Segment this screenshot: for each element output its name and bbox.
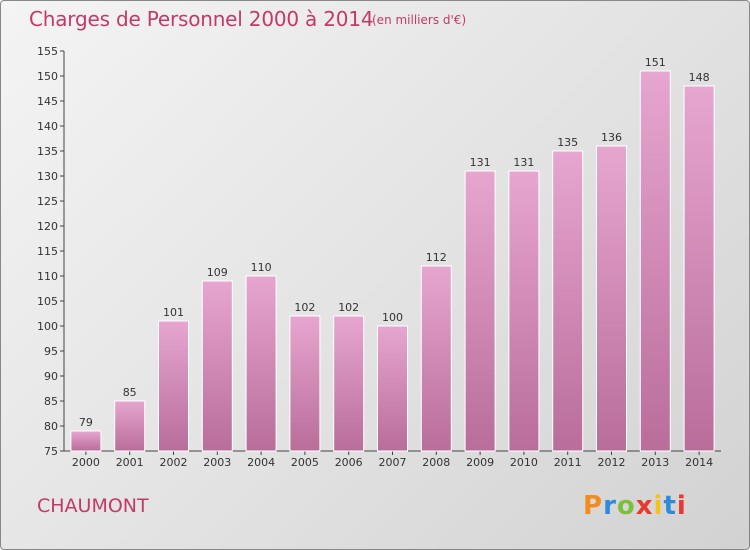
logo-letter: r [603,491,617,521]
bar [464,170,496,452]
x-tick-label: 2001 [116,456,144,469]
bar [333,315,365,452]
y-tick-label: 80 [44,420,58,433]
chart-subtitle: (en milliers d'€) [372,13,467,27]
x-tick-label: 2012 [598,456,626,469]
y-tick-label: 145 [37,95,58,108]
bar [245,275,277,452]
data-label: 112 [426,251,447,264]
bar [158,320,189,452]
data-label: 110 [251,261,272,274]
commune-name: CHAUMONT [37,495,149,517]
y-tick-label: 155 [37,45,58,58]
bar [201,280,233,452]
bar [114,400,146,452]
y-tick-label: 85 [44,395,58,408]
bar [70,430,102,452]
bar [683,85,715,452]
data-label: 131 [470,156,491,169]
x-tick-label: 2011 [554,456,582,469]
bar [508,170,540,452]
x-tick-label: 2010 [510,456,538,469]
data-label: 151 [645,56,666,69]
y-tick-label: 100 [37,320,58,333]
x-tick-label: 2003 [203,456,231,469]
data-label: 136 [601,131,622,144]
logo-letter: i [653,491,664,521]
data-label: 102 [338,301,359,314]
bar [552,150,584,452]
x-tick-label: 2002 [160,456,188,469]
y-tick-label: 125 [37,195,58,208]
logo-letter: x [635,491,654,521]
y-tick-label: 140 [37,120,58,133]
x-tick-label: 2004 [247,456,275,469]
bar [639,70,671,452]
logo-letter: t [663,491,677,521]
x-tick-label: 2013 [641,456,669,469]
y-tick-label: 135 [37,145,58,158]
data-label: 101 [163,306,184,319]
data-label: 79 [79,416,93,429]
x-tick-label: 2006 [335,456,363,469]
data-label: 131 [513,156,534,169]
x-tick-label: 2009 [466,456,494,469]
logo-letter: o [616,491,636,521]
data-label: 102 [294,301,315,314]
y-tick-label: 120 [37,220,58,233]
chart-axes: 75 80 85 90 95 100 105 110 115 120 125 130 135 140 145… [37,45,721,458]
chart-title: Charges de Personnel 2000 à 2014 [29,7,374,31]
chart-labels: 2000 79 2001 85 2002 101 2003 109 2004 110 2005 102… [72,56,713,469]
chart-bars [70,70,715,452]
y-tick-label: 90 [44,370,58,383]
bar [420,265,452,452]
x-tick-label: 2005 [291,456,319,469]
x-tick-label: 2000 [72,456,100,469]
y-tick-label: 95 [44,345,58,358]
x-tick-label: 2014 [685,456,713,469]
proxiti-logo: Proxiti [583,491,687,521]
x-tick-label: 2008 [422,456,450,469]
data-label: 85 [123,386,137,399]
y-tick-label: 115 [37,245,58,258]
bar [596,145,627,452]
logo-letter: i [676,491,687,521]
y-tick-label: 105 [37,295,58,308]
y-tick-label: 110 [37,270,58,283]
y-tick-label: 75 [44,445,58,458]
data-label: 148 [689,71,710,84]
data-label: 109 [207,266,228,279]
bar [289,315,321,452]
x-tick-label: 2007 [379,456,407,469]
y-tick-label: 150 [37,70,58,83]
bar [377,325,408,452]
y-tick-label: 130 [37,170,58,183]
data-label: 135 [557,136,578,149]
data-label: 100 [382,311,403,324]
logo-letter: P [583,491,604,521]
